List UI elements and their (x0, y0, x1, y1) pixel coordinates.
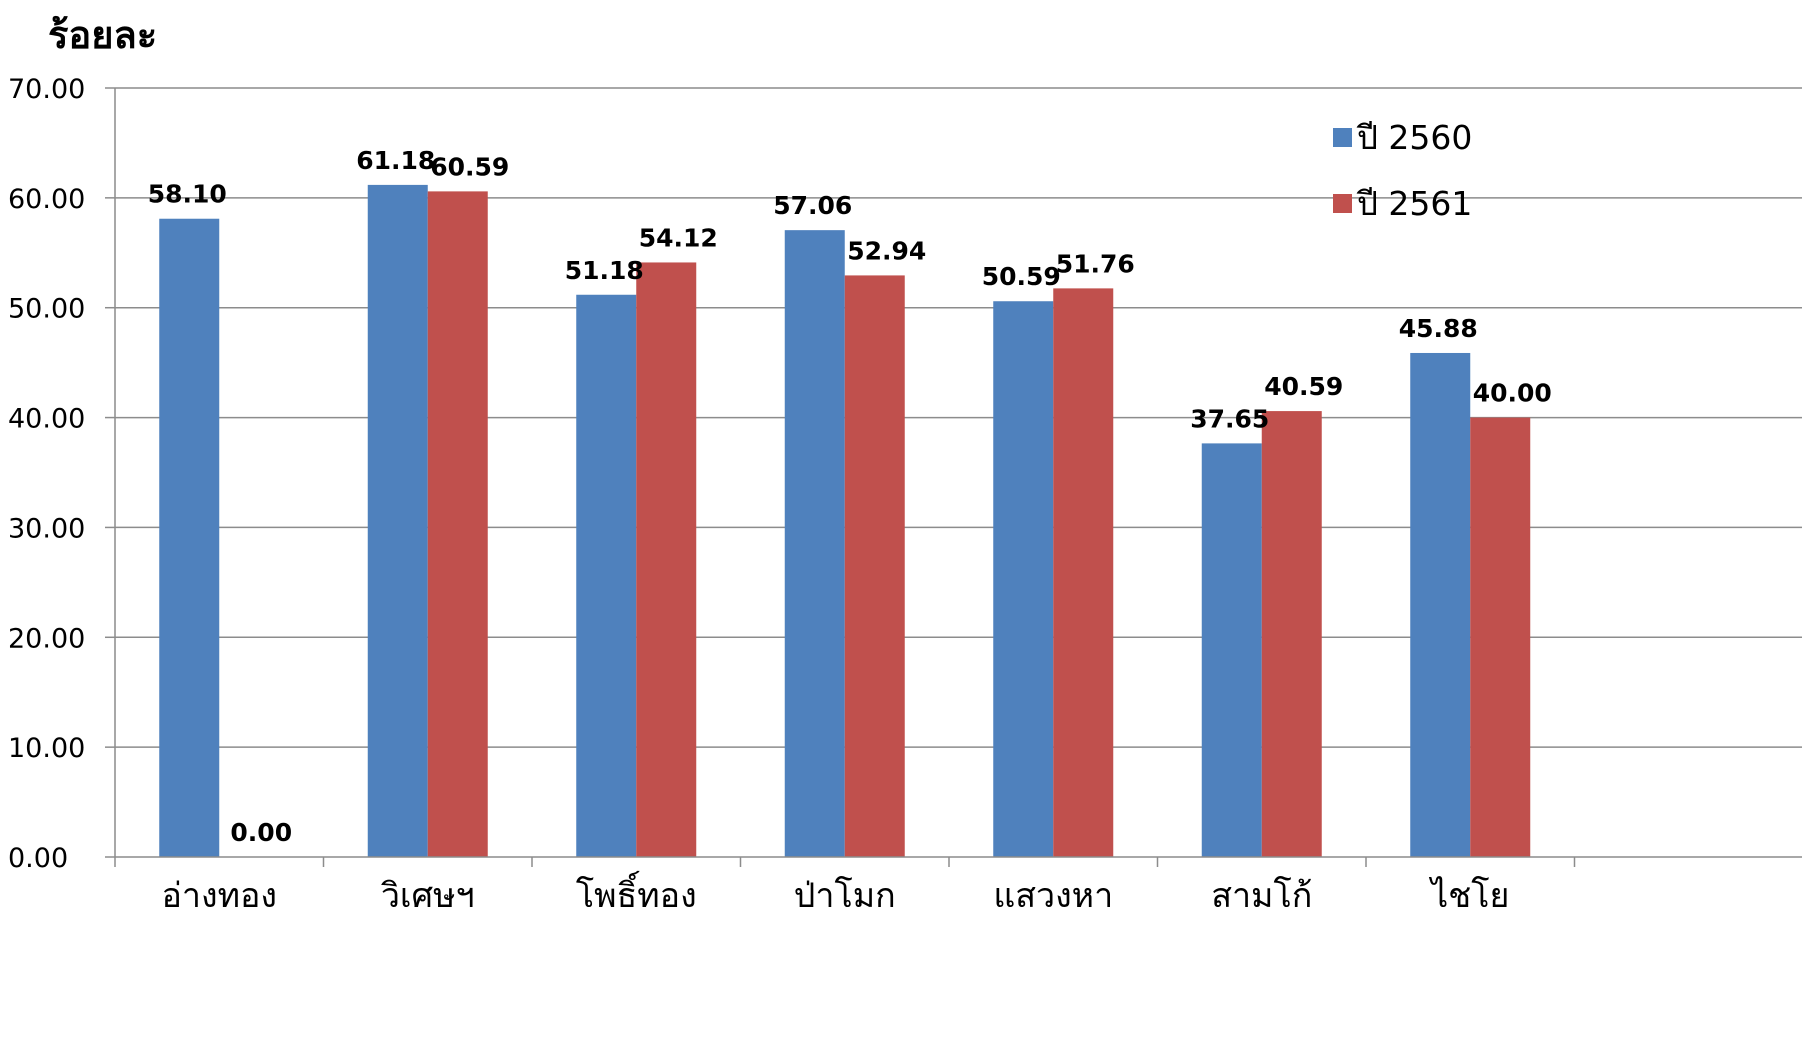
y-tick-label: 10.00 (8, 733, 85, 764)
legend: ปี 2560 ปี 2561 (1333, 118, 1472, 223)
x-category-label: ป่าโมก (794, 876, 896, 916)
data-label: 51.76 (1056, 249, 1135, 278)
bar (427, 191, 488, 858)
bar (1261, 411, 1322, 857)
data-label: 61.18 (356, 146, 435, 175)
bar (1053, 288, 1114, 858)
legend-label: ปี 2561 (1356, 184, 1473, 223)
x-category-label: แสวงหา (993, 876, 1113, 916)
data-label: 40.59 (1264, 372, 1343, 401)
legend-swatch (1333, 194, 1352, 213)
data-label: 57.06 (773, 191, 852, 220)
axes: 0.00 10.00 20.00 30.00 40.00 50.00 60.00 70.00 อ… (8, 74, 1802, 916)
data-label: 50.59 (982, 262, 1061, 291)
data-label: 45.88 (1399, 314, 1478, 343)
y-tick-label: 30.00 (8, 513, 85, 544)
data-label: 37.65 (1190, 404, 1269, 433)
y-tick-label: 0.00 (8, 843, 68, 874)
bar (1470, 417, 1531, 857)
y-tick-label: 50.00 (8, 294, 85, 325)
bar (1201, 443, 1262, 857)
bar (367, 184, 428, 858)
bar (636, 262, 697, 858)
legend-swatch (1333, 128, 1352, 147)
x-category-label: สามโก้ (1211, 876, 1312, 916)
y-tick-label: 40.00 (8, 404, 85, 435)
legend-label: ปี 2560 (1356, 118, 1473, 157)
x-category-label: อ่างทอง (161, 876, 277, 916)
bar (993, 301, 1054, 857)
data-label: 40.00 (1473, 379, 1552, 408)
data-label: 58.10 (148, 180, 227, 209)
x-category-label: โพธิ์ทอง (576, 870, 697, 916)
bar (784, 230, 845, 857)
y-axis-title: ร้อยละ (48, 13, 157, 57)
y-tick-label: 70.00 (8, 74, 85, 105)
bar (576, 294, 637, 858)
x-category-label: วิเศษฯ (381, 876, 475, 916)
y-tick-label: 20.00 (8, 623, 85, 654)
bar (844, 275, 905, 858)
x-category-label: ไชโย (1428, 876, 1509, 916)
data-label: 54.12 (639, 223, 718, 252)
bar (159, 218, 220, 858)
data-label: 0.00 (230, 818, 292, 847)
data-label: 52.94 (847, 236, 926, 265)
data-label: 51.18 (565, 256, 644, 285)
data-label: 60.59 (430, 152, 509, 181)
y-tick-label: 60.00 (8, 184, 85, 215)
bar (1410, 352, 1471, 857)
bars (159, 184, 1531, 858)
